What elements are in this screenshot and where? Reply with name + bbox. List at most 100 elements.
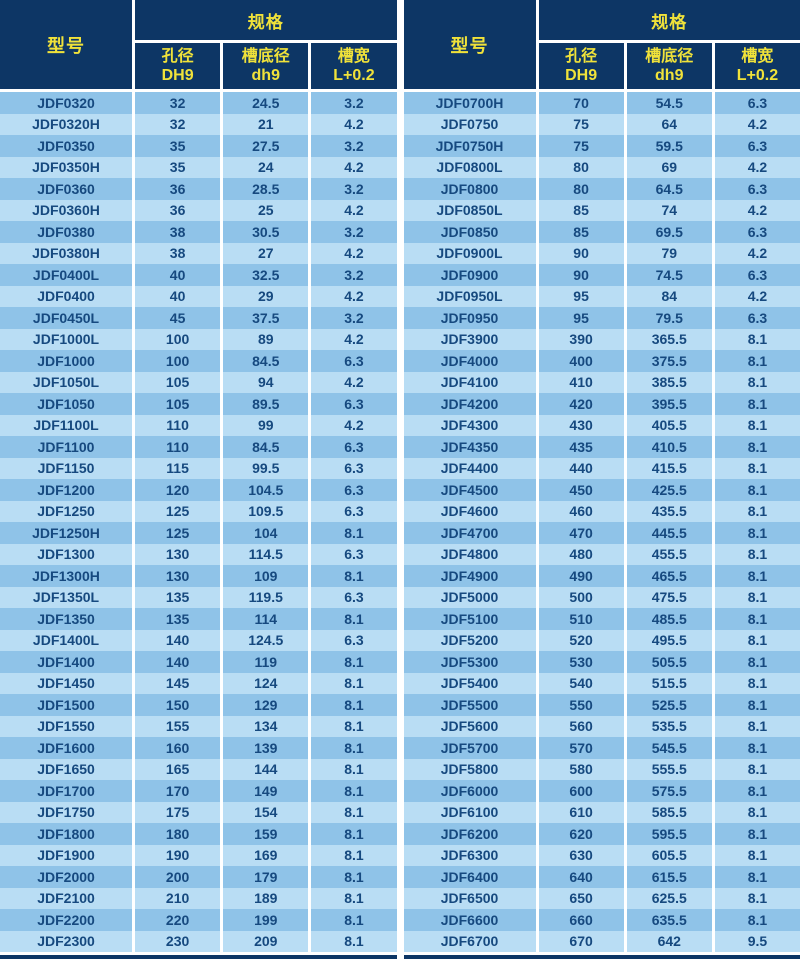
groove-width-cell: 4.2: [714, 113, 800, 135]
model-cell: JDF5400: [403, 672, 536, 694]
groove-width-header-cn: 槽宽: [741, 47, 774, 65]
bore-diameter-cell: 450: [538, 479, 624, 501]
groove-bottom-diameter-cell: 144: [223, 758, 309, 780]
bore-diameter-cell: 540: [538, 672, 624, 694]
groove-width-cell: 8.1: [714, 737, 800, 759]
groove-bottom-diameter-cell: 29: [223, 285, 309, 307]
groove-width-cell: 8.1: [714, 909, 800, 931]
table-row: JDF1600 160 139 8.1: [0, 737, 397, 759]
groove-width-cell: 4.2: [311, 199, 397, 221]
model-cell: JDF6100: [403, 801, 536, 823]
groove-bottom-diameter-cell: 30.5: [223, 221, 309, 243]
model-cell: JDF1350: [0, 608, 132, 630]
groove-width-cell: 8.1: [714, 823, 800, 845]
model-cell: JDF1600: [0, 737, 132, 759]
groove-width-cell: 8.1: [714, 328, 800, 350]
bore-diameter-cell: 36: [135, 199, 221, 221]
model-cell: JDF1400: [0, 651, 132, 673]
groove-width-cell: 8.1: [714, 479, 800, 501]
bore-diameter-cell: 140: [135, 629, 221, 651]
groove-width-header-cn: 槽宽: [337, 47, 370, 65]
model-cell: JDF0950L: [403, 285, 536, 307]
table-row: JDF1250 125 109.5 6.3: [0, 500, 397, 522]
groove-width-cell: 8.1: [311, 672, 397, 694]
table-row: JDF6700 670 642 9.5: [403, 930, 800, 952]
model-cell: JDF6500: [403, 887, 536, 909]
groove-width-cell: 6.3: [311, 350, 397, 372]
model-cell: JDF0320H: [0, 113, 132, 135]
groove-bottom-diameter-cell: 74.5: [626, 264, 712, 286]
model-cell: JDF5700: [403, 737, 536, 759]
table-row: JDF3900 390 365.5 8.1: [403, 328, 800, 350]
model-cell: JDF4300: [403, 414, 536, 436]
groove-width-cell: 3.2: [311, 307, 397, 329]
model-cell: JDF4800: [403, 543, 536, 565]
groove-width-cell: 8.1: [311, 780, 397, 802]
table-row: JDF0380 38 30.5 3.2: [0, 221, 397, 243]
table-row: JDF5800 580 555.5 8.1: [403, 758, 800, 780]
model-cell: JDF0450L: [0, 307, 132, 329]
groove-width-cell: 4.2: [714, 199, 800, 221]
bore-diameter-cell: 175: [135, 801, 221, 823]
groove-bottom-diameter-cell: 119: [223, 651, 309, 673]
table-row: JDF1550 155 134 8.1: [0, 715, 397, 737]
table-row: JDF5300 530 505.5 8.1: [403, 651, 800, 673]
bore-diameter-cell: 180: [135, 823, 221, 845]
groove-bottom-diameter-cell: 515.5: [626, 672, 712, 694]
groove-width-cell: 8.1: [714, 565, 800, 587]
groove-width-cell: 4.2: [311, 113, 397, 135]
model-cell: JDF0380H: [0, 242, 132, 264]
right-table-body: JDF0700H 70 54.5 6.3 JDF0750 75 64 4.2 J…: [403, 92, 800, 952]
bore-diameter-cell: 550: [538, 694, 624, 716]
model-cell: JDF0400: [0, 285, 132, 307]
bore-diameter-cell: 80: [538, 156, 624, 178]
groove-bottom-diameter-cell: 74: [626, 199, 712, 221]
table-row: JDF0750 75 64 4.2: [403, 113, 800, 135]
groove-bottom-diameter-cell: 605.5: [626, 844, 712, 866]
bore-diameter-cell: 210: [135, 887, 221, 909]
table-row: JDF1800 180 159 8.1: [0, 823, 397, 845]
table-row: JDF0800L 80 69 4.2: [403, 156, 800, 178]
groove-width-cell: 6.3: [311, 629, 397, 651]
table-row: JDF4900 490 465.5 8.1: [403, 565, 800, 587]
groove-bottom-diameter-cell: 575.5: [626, 780, 712, 802]
groove-bottom-diameter-cell: 114.5: [223, 543, 309, 565]
bore-diameter-cell: 125: [135, 522, 221, 544]
bore-diameter-cell: 35: [135, 135, 221, 157]
groove-width-cell: 4.2: [311, 414, 397, 436]
bore-diameter-cell: 410: [538, 371, 624, 393]
groove-bottom-diameter-cell: 84: [626, 285, 712, 307]
groove-bottom-diameter-cell: 435.5: [626, 500, 712, 522]
groove-width-cell: 6.3: [311, 543, 397, 565]
model-cell: JDF0850L: [403, 199, 536, 221]
bore-diameter-cell: 580: [538, 758, 624, 780]
groove-bottom-diameter-cell: 99.5: [223, 457, 309, 479]
table-row: JDF0950 95 79.5 6.3: [403, 307, 800, 329]
groove-bottom-diameter-cell: 545.5: [626, 737, 712, 759]
bore-diameter-cell: 165: [135, 758, 221, 780]
groove-width-cell: 6.3: [311, 586, 397, 608]
groove-width-cell: 8.1: [714, 543, 800, 565]
left-table-bottom-bar: [0, 955, 397, 959]
model-cell: JDF1050: [0, 393, 132, 415]
table-row: JDF1250H 125 104 8.1: [0, 522, 397, 544]
groove-bottom-diameter-cell: 24: [223, 156, 309, 178]
groove-bottom-diameter-cell: 595.5: [626, 823, 712, 845]
model-cell: JDF0800: [403, 178, 536, 200]
table-row: JDF6400 640 615.5 8.1: [403, 866, 800, 888]
bore-diameter-cell: 650: [538, 887, 624, 909]
bore-diameter-cell: 110: [135, 436, 221, 458]
model-cell: JDF5800: [403, 758, 536, 780]
bore-diameter-cell: 140: [135, 651, 221, 673]
model-cell: JDF2000: [0, 866, 132, 888]
bore-diameter-cell: 510: [538, 608, 624, 630]
groove-bottom-diameter-cell: 32.5: [223, 264, 309, 286]
groove-width-cell: 3.2: [311, 264, 397, 286]
model-cell: JDF4500: [403, 479, 536, 501]
model-cell: JDF1300: [0, 543, 132, 565]
groove-width-cell: 8.1: [714, 629, 800, 651]
bore-diameter-cell: 400: [538, 350, 624, 372]
groove-width-header-code: L+0.2: [736, 67, 779, 84]
groove-bottom-diameter-cell: 119.5: [223, 586, 309, 608]
groove-bottom-diameter-cell: 124.5: [223, 629, 309, 651]
